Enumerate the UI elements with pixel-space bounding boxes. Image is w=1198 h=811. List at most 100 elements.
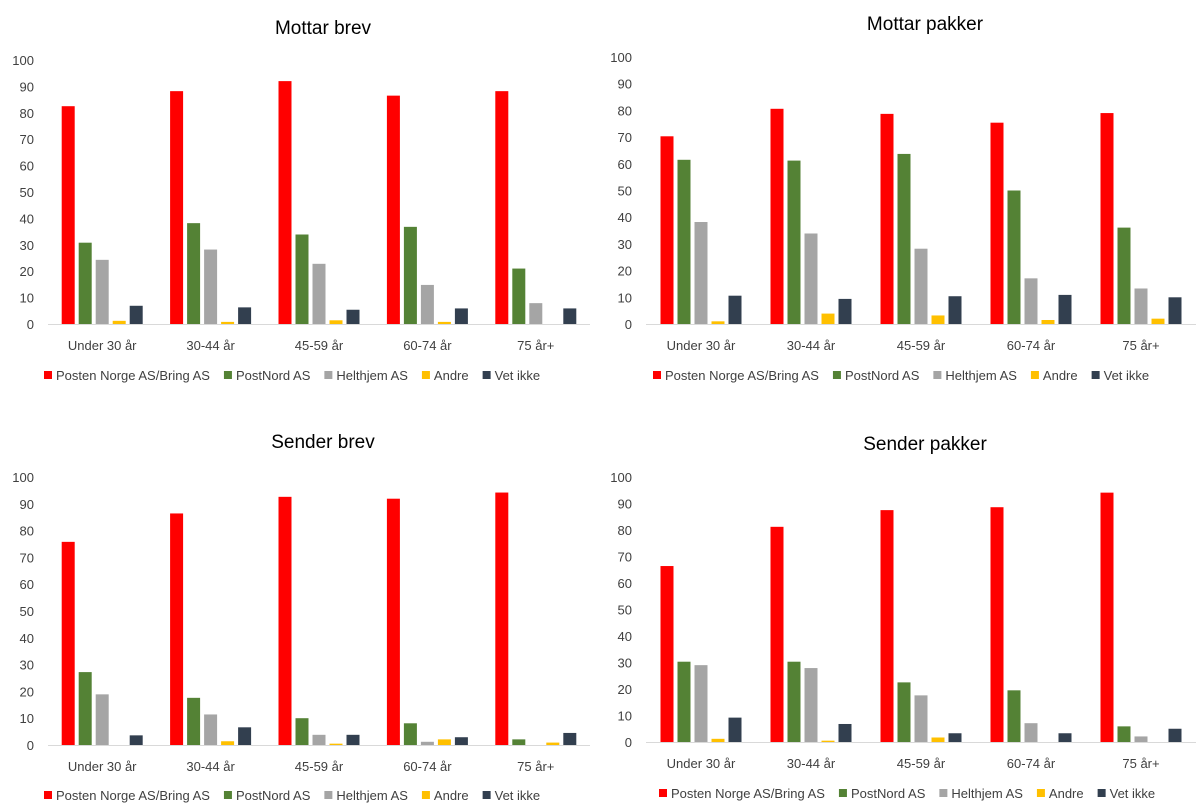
y-tick-label: 40 [618, 210, 632, 225]
bar [914, 248, 928, 324]
bar [437, 321, 451, 324]
legend-swatch [659, 789, 667, 797]
bar [897, 153, 911, 324]
y-tick-label: 80 [618, 523, 632, 538]
bar [221, 321, 235, 324]
y-tick-label: 100 [610, 50, 632, 65]
chart-title: Mottar pakker [867, 14, 984, 35]
bar [78, 242, 92, 324]
legend-label: PostNord AS [236, 368, 311, 383]
bar [1058, 733, 1072, 742]
category-label: 75 år+ [1122, 756, 1159, 771]
bar [728, 295, 742, 324]
bar [512, 739, 526, 745]
bar [61, 106, 75, 324]
y-tick-label: 10 [20, 291, 34, 306]
chart-title: Mottar brev [275, 18, 372, 39]
legend-swatch [838, 789, 847, 797]
bar [1041, 319, 1055, 324]
bar [821, 740, 835, 742]
y-tick-label: 30 [618, 237, 632, 252]
bar [346, 309, 360, 324]
bar [914, 695, 928, 742]
legend-label: PostNord AS [236, 788, 311, 803]
chart-sender-brev: Sender brev 0 10 20 30 40 50 60 70 80 90 100 Under 3… [12, 432, 590, 803]
legend-swatch [653, 371, 661, 379]
bar [170, 513, 184, 745]
y-tick-label: 0 [625, 317, 632, 332]
bar [454, 308, 468, 324]
bar [1168, 297, 1182, 324]
y-tick-label: 60 [618, 576, 632, 591]
category-label: Under 30 år [68, 759, 137, 774]
y-tick-label: 10 [618, 709, 632, 724]
bar [187, 697, 201, 745]
y-tick-label: 90 [618, 497, 632, 512]
y-tick-label: 50 [20, 604, 34, 619]
legend-swatch [933, 371, 942, 379]
y-tick-label: 100 [610, 470, 632, 485]
y-tick-label: 60 [618, 157, 632, 172]
legend-swatch [223, 791, 232, 799]
chart-title: Sender brev [271, 432, 375, 453]
bar [660, 566, 674, 742]
bar [931, 737, 945, 742]
legend-label: Vet ikke [1110, 786, 1156, 801]
bar [495, 91, 509, 324]
bar [1024, 723, 1038, 742]
bar [454, 737, 468, 745]
legend-swatch [832, 371, 841, 379]
y-tick-label: 70 [618, 550, 632, 565]
bar [677, 159, 691, 324]
legend-label: Vet ikke [495, 788, 541, 803]
legend-label: Andre [434, 788, 469, 803]
bar [95, 694, 109, 745]
category-label: 45-59 år [897, 756, 946, 771]
bar [221, 741, 235, 745]
y-tick-label: 80 [20, 524, 34, 539]
bar [1168, 728, 1182, 742]
bar [129, 305, 143, 324]
y-tick-label: 30 [20, 238, 34, 253]
bar [804, 233, 818, 324]
chart-panel-mottar-brev: Mottar brev 0 10 20 30 40 50 60 70 80 90 100 Under 3… [0, 0, 599, 400]
bar [660, 136, 674, 324]
bar [204, 249, 218, 324]
bar [990, 122, 1004, 324]
bar [386, 95, 400, 324]
category-label: 30-44 år [186, 759, 235, 774]
legend-swatch [939, 789, 948, 797]
category-label: 45-59 år [295, 759, 344, 774]
y-tick-label: 100 [12, 53, 34, 68]
bar [1134, 736, 1148, 742]
y-tick-label: 80 [618, 103, 632, 118]
legend-swatch [1030, 371, 1039, 379]
y-tick-label: 60 [20, 577, 34, 592]
bar [329, 743, 343, 745]
legend-label: Helthjem AS [945, 368, 1017, 383]
bar [1100, 492, 1114, 742]
legend-label: Vet ikke [1104, 368, 1150, 383]
legend-label: Posten Norge AS/Bring AS [56, 368, 210, 383]
bar [770, 108, 784, 324]
bar [1117, 227, 1131, 324]
legend-label: Posten Norge AS/Bring AS [56, 788, 210, 803]
y-tick-label: 70 [20, 550, 34, 565]
bar [329, 320, 343, 324]
bar [990, 507, 1004, 742]
bar [403, 226, 417, 324]
category-label: 60-74 år [1007, 756, 1056, 771]
bar [61, 541, 75, 745]
bar [170, 91, 184, 324]
bar [787, 160, 801, 324]
bar [948, 733, 962, 742]
y-tick-label: 10 [20, 711, 34, 726]
legend-label: Posten Norge AS/Bring AS [665, 368, 819, 383]
legend-swatch [482, 791, 491, 799]
bar [931, 315, 945, 324]
bar [546, 742, 560, 745]
y-tick-label: 90 [20, 79, 34, 94]
legend-label: Andre [1043, 368, 1078, 383]
bar [403, 723, 417, 745]
bar [437, 739, 451, 745]
